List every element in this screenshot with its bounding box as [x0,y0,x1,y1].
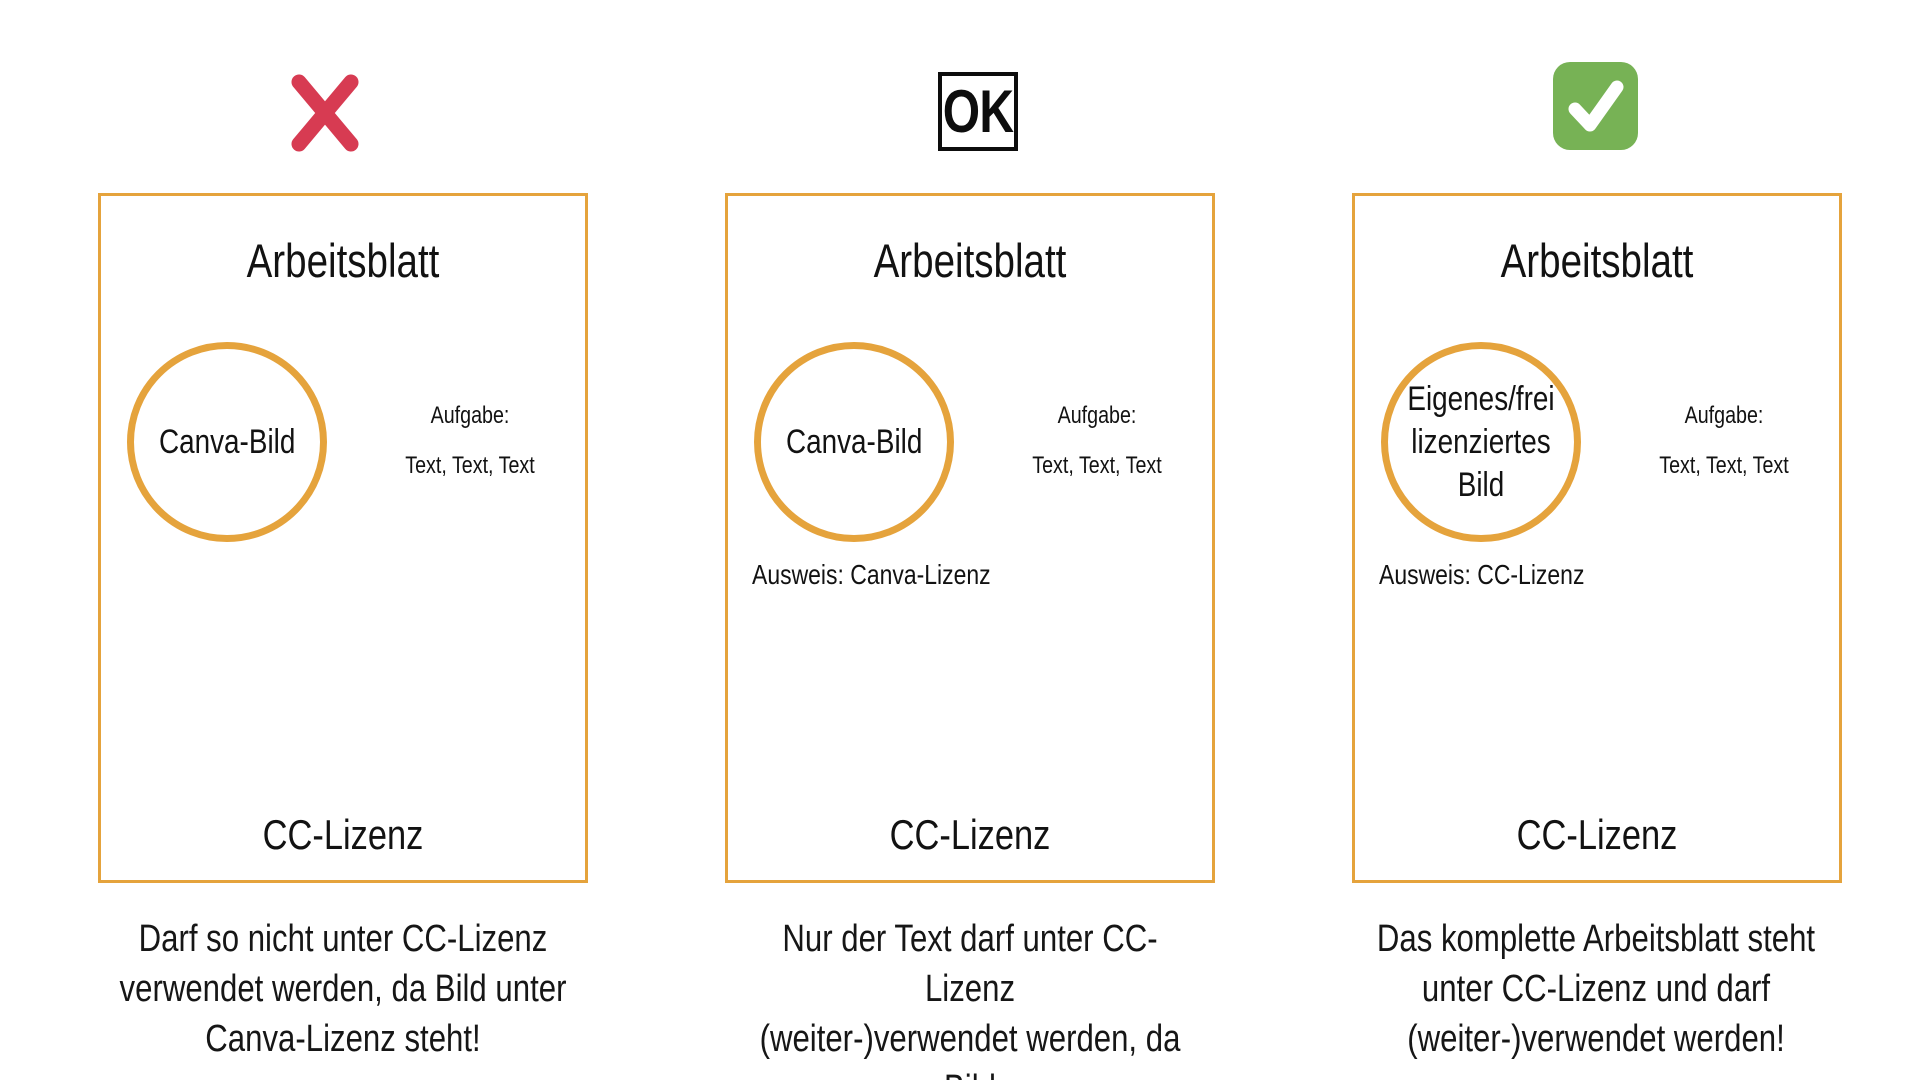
image-placeholder-circle: Eigenes/frei lizenziertes Bild [1381,342,1581,542]
caption-allowed: Das komplette Arbeitsblatt steht unter C… [1376,918,1816,1060]
task-heading: Aufgabe: [430,402,510,429]
cc-license-footer: CC-Lizenz [262,811,424,858]
caption-ok: Nur der Text darf unter CC-Lizenz (weite… [759,918,1181,1080]
check-mark-icon [1553,62,1638,150]
image-placeholder-circle: Canva-Bild [754,342,954,542]
task-heading: Aufgabe: [1057,402,1137,429]
cc-license-footer: CC-Lizenz [1516,811,1678,858]
task-block: Aufgabe: Text, Text, Text [1625,401,1823,481]
cc-license-footer: CC-Lizenz [889,811,1051,858]
task-block: Aufgabe: Text, Text, Text [371,401,569,481]
task-heading: Aufgabe: [1684,402,1764,429]
worksheet-card-not-allowed: Arbeitsblatt Canva-Bild Aufgabe: Text, T… [98,193,588,883]
image-placeholder-label: Canva-Bild [158,422,296,461]
license-notice: Ausweis: CC-Lizenz [1379,559,1585,590]
worksheet-title: Arbeitsblatt [246,234,440,287]
worksheet-card-ok: Arbeitsblatt Canva-Bild Aufgabe: Text, T… [725,193,1215,883]
cross-mark-icon [291,74,359,152]
task-text: Text, Text, Text [1659,452,1789,479]
worksheet-title: Arbeitsblatt [873,234,1067,287]
task-block: Aufgabe: Text, Text, Text [998,401,1196,481]
task-text: Text, Text, Text [1032,452,1162,479]
check-glyph [1568,80,1623,132]
caption-not-allowed: Darf so nicht unter CC-Lizenz verwendet … [119,918,567,1060]
worksheet-title: Arbeitsblatt [1500,234,1694,287]
task-text: Text, Text, Text [405,452,535,479]
ok-badge: OK [938,72,1018,151]
ok-badge-label: OK [942,77,1014,145]
image-placeholder-circle: Canva-Bild [127,342,327,542]
image-placeholder-label: Eigenes/frei lizenziertes Bild [1407,379,1555,504]
image-placeholder-label: Canva-Bild [785,422,923,461]
license-notice: Ausweis: Canva-Lizenz [752,559,991,590]
worksheet-card-allowed: Arbeitsblatt Eigenes/frei lizenziertes B… [1352,193,1842,883]
